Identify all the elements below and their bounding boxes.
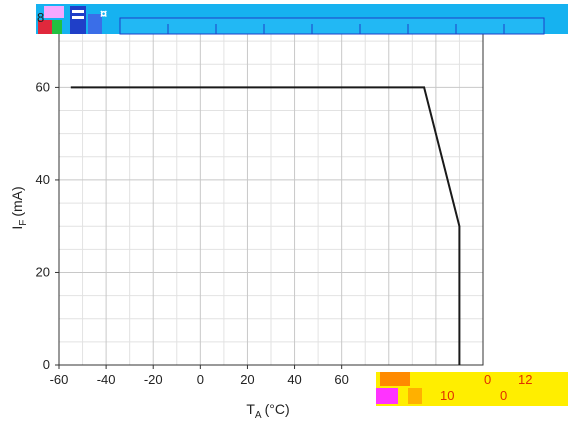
y-tick-label: 40 <box>36 172 50 187</box>
top-banner-strip-ticks <box>167 24 505 34</box>
bottom-banner-magenta <box>376 388 398 404</box>
series-layer <box>70 86 461 365</box>
x-tick-label: 60 <box>334 372 348 387</box>
y-axis-label-main: I <box>9 226 25 230</box>
x-axis-label-unit: (°C) <box>265 401 290 417</box>
grid-layer <box>58 17 484 366</box>
y-axis-label: IF (mA) <box>9 186 29 229</box>
top-banner-block-red <box>38 20 52 34</box>
axes-layer <box>55 17 484 369</box>
x-tick-label: 20 <box>240 372 254 387</box>
x-tick-label: -20 <box>144 372 163 387</box>
bottom-banner-fragment-4: 0 <box>500 388 507 403</box>
top-banner-fragment: 8 <box>37 10 44 25</box>
x-axis-label: TA (°C) <box>246 401 289 421</box>
bottom-banner-fragment-2: 12 <box>518 372 532 387</box>
x-axis-label-sub: A <box>255 410 262 421</box>
x-tick-label: 0 <box>197 372 204 387</box>
top-banner-glyph: ¤ <box>100 6 107 21</box>
y-tick-label: 0 <box>43 357 50 372</box>
x-tick-label: -40 <box>97 372 116 387</box>
y-axis-label-sub: F <box>18 220 29 226</box>
x-tick-label: -60 <box>50 372 69 387</box>
y-axis-label-unit: (mA) <box>9 186 25 216</box>
series-line <box>70 86 461 365</box>
x-axis-label-main: T <box>246 401 255 417</box>
x-tick-label: 40 <box>287 372 301 387</box>
top-banner-block-green <box>52 20 62 34</box>
top-banner-block-white-1 <box>72 10 84 13</box>
top-banner-block-white-2 <box>72 16 84 19</box>
top-banner-overlay: ¤ 8 <box>36 4 568 35</box>
bottom-banner-overlay: 0 12 10 0 <box>376 372 568 406</box>
top-banner-strip <box>119 17 545 35</box>
bottom-banner-orange <box>380 372 410 386</box>
y-tick-label: 20 <box>36 264 50 279</box>
bottom-banner-fragment-3: 10 <box>440 388 454 403</box>
top-banner-block-mid <box>88 14 102 34</box>
tick-label-layer: -60 -40 -20 0 20 40 60 0 20 40 60 <box>36 79 349 387</box>
bottom-banner-orange-small <box>408 388 422 404</box>
bottom-banner-fragment-1: 0 <box>484 372 491 387</box>
top-banner-block-pink <box>44 6 64 18</box>
y-tick-label: 60 <box>36 79 50 94</box>
